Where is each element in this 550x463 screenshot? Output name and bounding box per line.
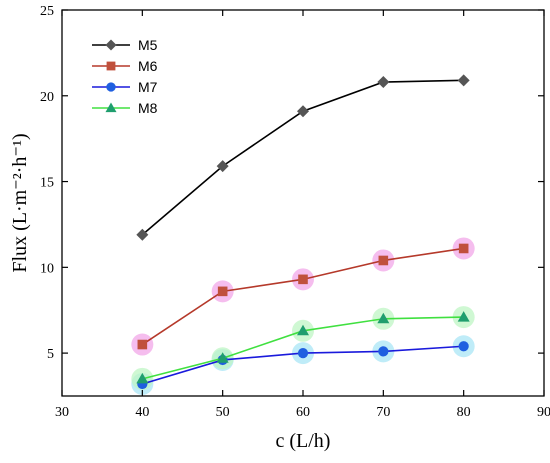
legend-item-m7: M7	[92, 79, 158, 95]
legend-item-m8: M8	[92, 100, 158, 116]
series-m6-point	[378, 255, 389, 266]
series-layer	[136, 74, 470, 390]
legend-marker	[105, 102, 117, 113]
series-m8-point	[457, 311, 470, 322]
series-m6-point	[458, 243, 469, 254]
legend-label: M5	[138, 37, 158, 53]
x-tick-label: 80	[457, 405, 471, 420]
legend-marker	[106, 61, 116, 71]
legend: M5 M6 M7 M8	[92, 37, 158, 116]
series-m6-point	[217, 286, 228, 297]
series-m7	[137, 341, 469, 390]
series-m5-point	[377, 76, 390, 89]
series-m8-point	[377, 312, 390, 324]
series-m6-point	[298, 274, 308, 285]
series-m5-point	[216, 160, 229, 173]
x-tick-label: 30	[55, 405, 69, 420]
x-tick-label: 60	[296, 405, 310, 420]
series-m5-point	[297, 105, 309, 118]
y-tick-label: 15	[40, 176, 54, 191]
series-m8-point	[136, 372, 149, 384]
x-tick-label: 90	[537, 405, 550, 420]
legend-marker	[105, 39, 117, 51]
series-m5	[136, 74, 470, 241]
series-m7-point	[458, 341, 469, 352]
series-m8	[136, 311, 470, 384]
series-m5-line	[141, 79, 464, 236]
legend-label: M8	[138, 100, 158, 116]
x-tick-label: 40	[135, 405, 149, 420]
y-tick-label: 25	[40, 4, 54, 19]
series-m8-point	[297, 324, 309, 336]
series-m8-point	[216, 352, 229, 363]
series-m7-point	[297, 348, 309, 359]
series-m7-point	[378, 346, 389, 357]
y-tick-label: 5	[47, 347, 54, 362]
series-m6-point	[137, 339, 148, 350]
legend-marker	[106, 82, 116, 92]
x-axis-ticks: 30 40 50 60 70 80 90	[55, 10, 550, 420]
legend-item-m6: M6	[92, 58, 158, 74]
series-m5-point	[457, 74, 470, 87]
x-tick-label: 50	[216, 405, 230, 420]
series-m5-point	[136, 228, 149, 241]
series-m6	[137, 243, 469, 350]
legend-item-m5: M5	[92, 37, 158, 53]
y-tick-label: 20	[40, 90, 54, 105]
y-tick-label: 10	[40, 261, 54, 276]
x-tick-label: 70	[376, 405, 390, 420]
y-axis-ticks: 5 10 15 20 25	[40, 4, 544, 362]
legend-label: M6	[138, 58, 158, 74]
x-axis-title: c (L/h)	[276, 430, 331, 452]
legend-label: M7	[138, 79, 158, 95]
y-axis-title: Flux (L·m⁻²·h⁻¹)	[9, 133, 31, 272]
